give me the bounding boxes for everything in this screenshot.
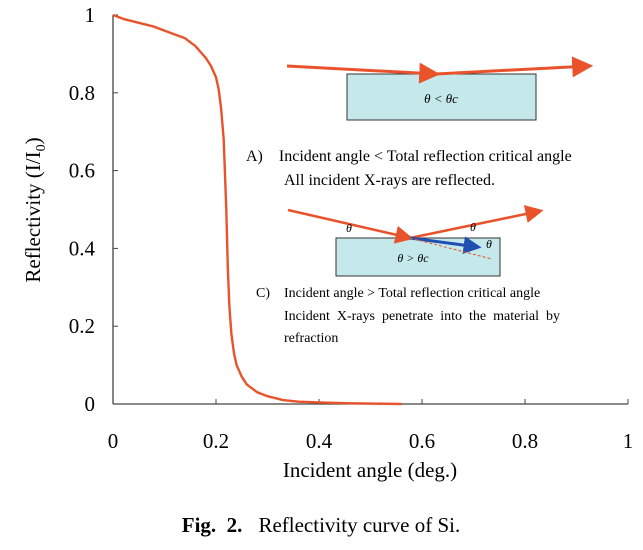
figure-caption-text: Reflectivity curve of Si. [258,513,460,537]
figure-caption: Fig. 2. Reflectivity curve of Si. [182,513,460,537]
y-axis-label: Reflectivity (I/I0) [21,137,49,282]
diagram-c-theta-refr: θ [486,237,492,251]
diagram-a: θ < θc A) Incident angle < Total reflect… [246,56,594,189]
diagram-c-theta-label: θ > θc [397,251,429,265]
x-tick-label: 0 [108,429,119,453]
reflectivity-curve-line [112,13,402,406]
diagram-c-reflected-arrow [409,205,544,240]
diagram-a-theta-label: θ < θc [424,91,458,106]
y-tick-label: 0.6 [69,159,95,183]
x-tick-label: 0.2 [203,429,229,453]
y-axis-label-subscript: 0 [34,144,49,151]
diagram-c-theta-out: θ [470,220,476,234]
x-tick-label: 0.8 [512,429,538,453]
x-tick-label: 1 [623,429,634,453]
diagram-a-incident-arrow [286,62,441,84]
diagram-a-caption-line2: All incident X-rays are reflected. [284,172,495,189]
diagram-c-incident-arrow [287,208,414,244]
diagram-c-theta-in: θ [346,221,352,235]
x-tick-label: 0.6 [409,429,435,453]
x-axis-label: Incident angle (deg.) [283,458,457,482]
y-axis-label-close: ) [21,137,45,144]
diagram-c-caption-line1: C) Incident angle > Total reflection cri… [256,286,540,301]
diagram-a-reflected-arrow [435,56,594,78]
diagram-c-dashed-line [409,237,493,260]
y-tick-label: 1 [85,3,96,27]
y-axis-label-main: Reflectivity (I/I [21,151,45,282]
diagram-a-slab [346,73,537,121]
y-tick-label: 0 [85,392,96,416]
figure-caption-label: Fig. 2. [182,513,243,537]
diagram-c: θ θ θ θ > θc C) Incident angle > Total r… [256,205,560,346]
y-tick-label: 0.2 [69,314,95,338]
y-tick-label: 0.4 [69,236,96,260]
diagram-a-caption-line1: A) Incident angle < Total reflection cri… [246,148,572,165]
x-tick-label: 0.4 [306,429,333,453]
y-tick-label: 0.8 [69,81,95,105]
diagram-c-caption-line2: Incident X-rays penetrate into the mater… [284,309,560,324]
diagram-c-caption-line3: refraction [284,331,338,346]
diagram-c-refracted-arrow [409,236,482,255]
